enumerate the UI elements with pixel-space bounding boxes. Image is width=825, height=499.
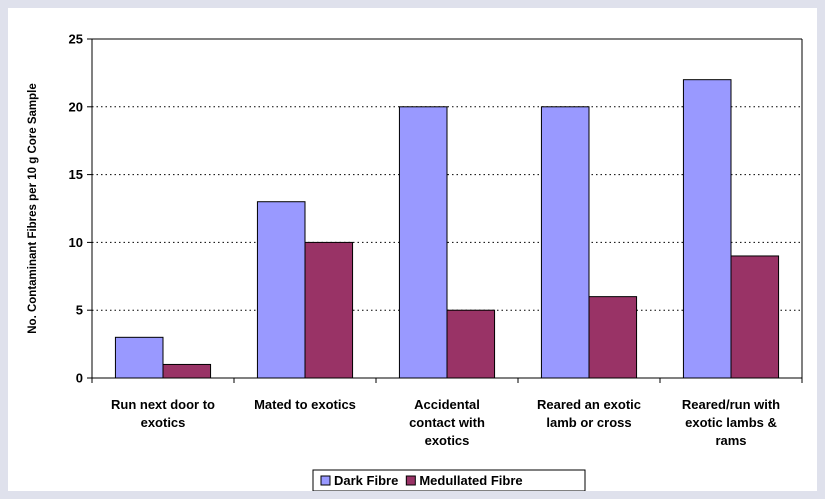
y-tick-label-1: 5 [76,303,83,318]
bar-dark-fibre-4 [682,79,732,379]
bar-dark-fibre-0 [114,336,164,379]
x-category-label-0: Run next door to exotics [111,397,215,430]
bar-dark-fibre-3 [540,106,590,379]
gridlines [92,38,802,311]
x-category-labels: Run next door to exotics Mated to exotics A… [111,397,780,448]
x-category-label-1: Mated to exotics [254,397,356,412]
axes [87,38,803,383]
bar-medullated-fibre-2 [446,309,496,379]
y-tick-label-4: 20 [69,99,83,114]
legend-box [312,469,586,491]
bar-chart: No. Contaminant Fibres per 10 g Core Sam… [27,32,803,491]
legend-swatch-1 [405,475,416,486]
legend-label-1: Medullated Fibre [419,473,522,488]
legend: Dark Fibre Medullated Fibre [312,469,586,491]
x-category-label-4: Reared/run with exotic lambs & rams [682,397,780,448]
y-axis-label: No. Contaminant Fibres per 10 g Core Sam… [27,83,39,334]
bar-medullated-fibre-0 [162,363,212,379]
chart-frame: No. Contaminant Fibres per 10 g Core Sam… [8,8,817,491]
y-tick-label-0: 0 [76,371,83,386]
bar-dark-fibre-1 [256,201,306,379]
y-tick-label-3: 15 [69,167,83,182]
y-tick-label-2: 10 [69,235,83,250]
legend-label-0: Dark Fibre [334,473,398,488]
x-category-label-3: Reared an exotic lamb or cross [537,397,641,430]
x-category-label-2: Accidental contact with exotics [409,397,485,448]
bars [114,79,780,379]
bar-medullated-fibre-3 [588,296,638,379]
legend-swatch-0 [320,475,331,486]
bar-medullated-fibre-1 [304,241,354,379]
bar-medullated-fibre-4 [730,255,780,379]
bar-dark-fibre-2 [398,106,448,379]
y-tick-label-5: 25 [69,32,83,47]
y-tick-labels: 0 5 10 15 20 25 [69,32,83,386]
